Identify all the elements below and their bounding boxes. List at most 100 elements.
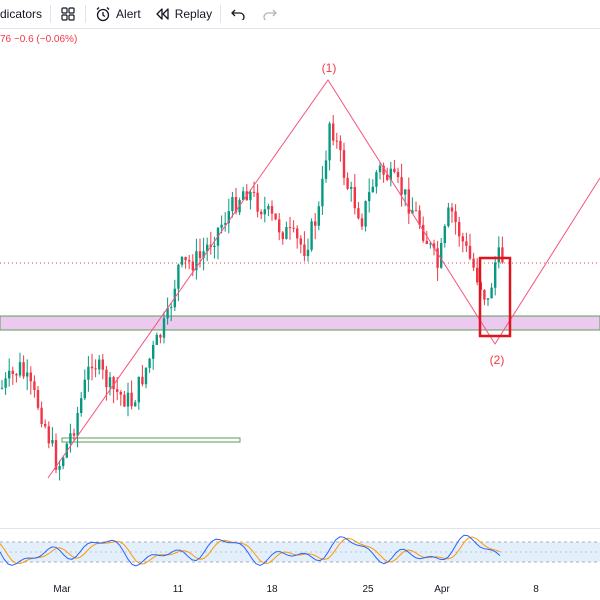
candle-body	[324, 160, 328, 179]
alert-button[interactable]: Alert	[94, 0, 141, 28]
indicators-label: dicators	[0, 7, 43, 21]
alarm-clock-icon	[94, 5, 112, 23]
candle-body	[224, 223, 227, 225]
candle-body	[432, 243, 436, 249]
candle-body	[321, 178, 324, 207]
alert-label: Alert	[116, 7, 141, 21]
candle-body	[98, 359, 101, 370]
candle-body	[11, 370, 14, 375]
candle-body	[483, 290, 486, 300]
candle-body	[281, 232, 284, 240]
layout-grid-button[interactable]	[59, 0, 77, 28]
candle-body	[285, 227, 288, 240]
candle-body	[364, 201, 367, 227]
candle-body	[454, 211, 457, 223]
candle-body	[368, 192, 371, 202]
candle-body	[108, 377, 112, 388]
candle-body	[119, 391, 122, 395]
wave-line[interactable]	[47, 79, 600, 479]
candle-body	[447, 207, 450, 227]
wave-label-trough: (2)	[490, 353, 505, 367]
candle-body	[206, 244, 209, 252]
candle-body	[339, 140, 342, 151]
toolbar-divider	[220, 5, 222, 23]
candle-body	[371, 186, 374, 193]
time-axis[interactable]: Mar 11 18 25 Apr 8	[0, 580, 600, 600]
candle-body	[450, 207, 454, 212]
candle-body	[375, 172, 378, 187]
undo-button[interactable]	[229, 0, 247, 28]
candle-body	[87, 366, 90, 380]
candle-body	[393, 168, 396, 172]
candle-body	[389, 168, 392, 180]
support-zone[interactable]	[0, 315, 600, 331]
candle-body	[404, 189, 407, 195]
candle-body	[33, 381, 36, 390]
candle-body	[94, 368, 97, 370]
candle-body	[166, 308, 169, 319]
candle-body	[494, 262, 497, 288]
candle-body	[0, 387, 4, 389]
candle-body	[378, 165, 382, 173]
candle-body	[486, 298, 490, 300]
candle-body	[411, 210, 414, 214]
candle-body	[51, 440, 54, 444]
candle-body	[62, 457, 65, 467]
candle-body	[260, 211, 263, 215]
price-chart[interactable]: (1) (2)	[0, 28, 600, 528]
layout-grid-icon	[59, 5, 77, 23]
candle-body	[314, 221, 317, 226]
candle-body	[296, 228, 299, 239]
candle-body	[134, 402, 137, 407]
candle-body	[252, 191, 256, 193]
candle-body	[148, 358, 151, 368]
candle-body	[335, 140, 338, 142]
candle-body	[429, 243, 432, 245]
candle-body	[170, 307, 173, 309]
candle-body	[231, 197, 234, 212]
stochastic-oscillator-pane[interactable]	[0, 528, 600, 580]
stochastic-k-line	[0, 534, 501, 567]
time-axis-label: 8	[533, 584, 539, 595]
candle-body	[425, 240, 428, 244]
time-axis-label: 18	[266, 584, 278, 595]
candle-body	[58, 466, 61, 470]
candle-body	[18, 362, 22, 376]
candle-body	[317, 206, 320, 226]
candle-body	[112, 377, 115, 390]
candle-body	[501, 247, 504, 263]
candle-body	[346, 177, 349, 189]
price-change-readout: 76 −0.6 (−0.06%)	[0, 34, 78, 45]
candle-body	[436, 248, 439, 268]
candle-body	[137, 376, 140, 403]
candle-body	[40, 407, 43, 425]
candle-body	[130, 392, 133, 407]
horizontal-range-box[interactable]	[61, 437, 241, 443]
candle-body	[188, 260, 191, 262]
indicators-button[interactable]: dicators	[0, 0, 42, 28]
replay-button[interactable]: Replay	[153, 0, 212, 28]
candle-body	[101, 359, 104, 370]
candle-body	[461, 236, 464, 242]
candle-body	[159, 334, 162, 338]
candle-body	[195, 251, 198, 271]
redo-button[interactable]	[261, 0, 279, 28]
replay-rewind-icon	[153, 5, 171, 23]
candle-body	[288, 227, 292, 229]
time-axis-label: Apr	[434, 584, 450, 595]
candle-body	[400, 177, 403, 195]
candle-body	[396, 171, 400, 178]
candle-body	[220, 224, 223, 228]
candle-body	[443, 226, 446, 243]
candlestick-series	[0, 114, 504, 481]
candle-body	[116, 389, 119, 392]
redo-icon	[261, 5, 279, 23]
candle-body	[303, 244, 306, 257]
candle-body	[299, 238, 302, 245]
highlight-box[interactable]	[478, 256, 512, 338]
candle-body	[83, 379, 86, 399]
candle-body	[267, 205, 270, 210]
candle-body	[162, 318, 166, 338]
candle-body	[256, 192, 259, 212]
candle-body	[468, 245, 472, 259]
